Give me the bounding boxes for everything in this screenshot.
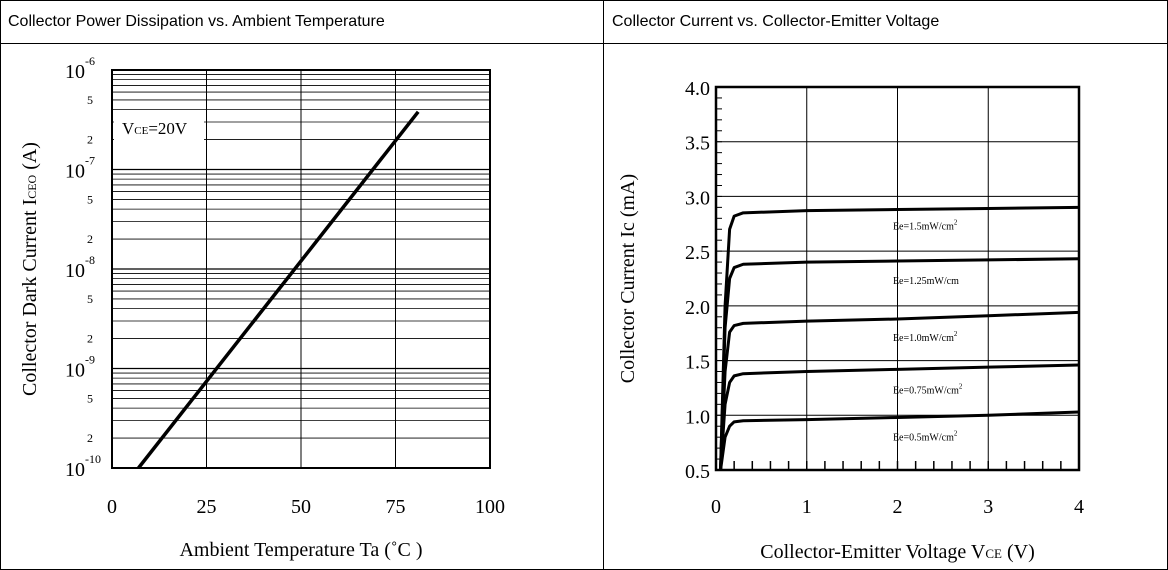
series-line: [719, 363, 1080, 471]
x-tick-label: 3: [983, 496, 993, 518]
y-tick-label: 10-9: [65, 353, 95, 382]
series-line: [719, 257, 1080, 471]
series-label: Ee=1.5mW/cm2: [893, 218, 958, 232]
y-axis-label: Collector Current Ic (mA): [617, 174, 639, 383]
x-tick-label: 100: [475, 496, 505, 518]
series-line: [719, 410, 1080, 471]
x-tick-label: 2: [893, 496, 903, 518]
y-minor-tick-label: 5: [87, 391, 93, 405]
plot-border: [111, 69, 491, 469]
panel-divider: [603, 0, 604, 570]
series-label: Ee=1.25mW/cm: [893, 276, 959, 287]
right-panel-header: Collector Current vs. Collector-Emitter …: [604, 0, 1167, 44]
y-tick-label: 1.5: [685, 352, 710, 374]
x-tick-label: 25: [197, 496, 217, 518]
x-tick-label: 0: [711, 496, 721, 518]
y-tick-label: 10-8: [65, 253, 95, 282]
y-minor-tick-label: 5: [87, 192, 93, 206]
y-tick-label: 2.0: [685, 297, 710, 319]
y-tick-label: 4.0: [685, 78, 710, 100]
x-axis-label: Ambient Temperature Ta (˚C ): [179, 539, 422, 561]
collector-current-chart: Ee=1.5mW/cm2 Ee=1.25mW/cm Ee=1.0mW/cm2 Ee=0…: [617, 78, 1084, 563]
x-tick-label: 4: [1074, 496, 1084, 518]
x-tick-label: 0: [107, 496, 117, 518]
x-tick-label: 1: [802, 496, 812, 518]
y-minor-tick-label: 2: [87, 133, 93, 147]
series-label: Ee=0.75mW/cm2: [893, 382, 963, 396]
series-line: [719, 205, 1080, 471]
series-label: Ee=1.0mW/cm2: [893, 330, 958, 344]
x-tick-label: 75: [386, 496, 406, 518]
y-minor-tick-label: 5: [87, 292, 93, 306]
y-tick-label: 3.0: [685, 187, 710, 209]
y-tick-label: 3.5: [685, 133, 710, 155]
y-tick-label: 1.0: [685, 406, 710, 428]
y-minor-tick-label: 5: [87, 93, 93, 107]
y-tick-label: 2.5: [685, 242, 710, 264]
y-tick-label: 10-10: [65, 452, 101, 481]
y-tick-label: 10-6: [65, 54, 95, 83]
annotation-label: VCE=20V: [122, 119, 188, 138]
left-panel-header: Collector Power Dissipation vs. Ambient …: [0, 0, 603, 44]
x-axis-label: Collector-Emitter Voltage VCE (V): [760, 541, 1035, 563]
y-axis-label: Collector Dark Current ICEO (A): [19, 142, 41, 396]
y-minor-tick-label: 2: [87, 232, 93, 246]
plot-border: [714, 85, 1081, 472]
y-tick-label: 0.5: [685, 461, 710, 483]
y-minor-tick-label: 2: [87, 431, 93, 445]
annotation-background: [114, 110, 204, 146]
series-label: Ee=0.5mW/cm2: [893, 429, 958, 443]
x-tick-label: 50: [291, 496, 311, 518]
series-line: [719, 310, 1080, 471]
y-tick-label: 10-7: [65, 154, 95, 183]
y-minor-tick-label: 2: [87, 332, 93, 346]
series-line: [137, 110, 420, 470]
